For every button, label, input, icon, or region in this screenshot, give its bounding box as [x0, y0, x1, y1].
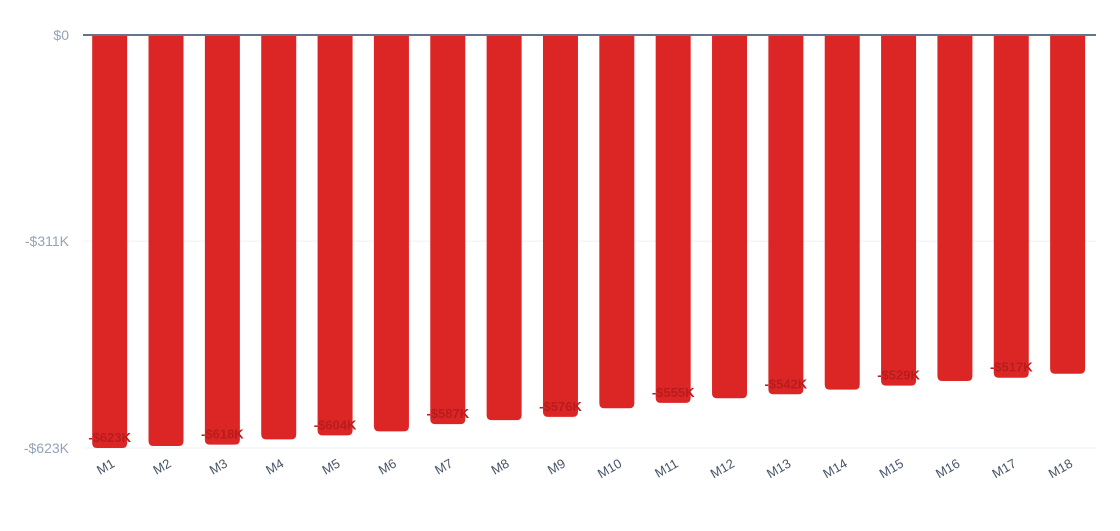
grid-lines — [83, 240, 1096, 449]
x-tick-label: M7 — [432, 456, 455, 478]
bar-m16 — [937, 35, 973, 382]
x-tick-label: M9 — [545, 456, 568, 478]
x-tick-label: M6 — [376, 456, 399, 478]
x-tick-label: M16 — [933, 456, 962, 482]
bar-m7 — [430, 35, 466, 425]
data-label: -$576K — [539, 399, 582, 414]
x-tick-label: M4 — [263, 456, 286, 478]
bar-m11 — [655, 35, 691, 403]
x-tick-label: M2 — [150, 456, 173, 478]
bar-m3 — [204, 35, 240, 445]
bar-m6 — [373, 35, 409, 432]
x-axis-tick-labels: M1 M2 M3 M4 M5 M6 M7 M8 M9 M10 M11 M12 M13 M14 M15 M16 M… — [94, 456, 1075, 482]
bar-m15 — [881, 35, 917, 386]
data-label: -$555K — [652, 385, 695, 400]
y-axis-tick-labels: $0 -$311K -$623K — [24, 27, 70, 456]
x-tick-label: M1 — [94, 456, 117, 478]
bar-m18 — [1050, 35, 1086, 374]
x-tick-label: M12 — [708, 456, 737, 482]
data-label: -$618K — [201, 427, 244, 442]
bar-m13 — [768, 35, 804, 395]
x-tick-label: M5 — [319, 456, 342, 478]
data-label: -$542K — [765, 376, 808, 391]
bar-m12 — [712, 35, 748, 399]
bar-m5 — [317, 35, 353, 436]
data-label: -$529K — [877, 368, 920, 383]
y-tick-label: $0 — [53, 27, 69, 43]
x-tick-label: M3 — [207, 456, 230, 478]
x-tick-label: M11 — [652, 456, 681, 481]
data-label: -$587K — [426, 406, 469, 421]
x-tick-label: M17 — [989, 456, 1018, 482]
data-label: -$623K — [88, 430, 131, 445]
bar-m17 — [993, 35, 1029, 378]
bar-m14 — [824, 35, 860, 390]
x-tick-label: M10 — [595, 456, 624, 482]
x-tick-label: M14 — [820, 456, 849, 482]
bar-m1 — [92, 35, 128, 448]
y-tick-label: -$311K — [25, 233, 70, 249]
bars — [92, 35, 1086, 448]
bar-m2 — [148, 35, 184, 447]
x-tick-label: M13 — [764, 456, 793, 482]
data-labels: -$623K -$618K -$604K -$587K -$576K -$555K -$54… — [88, 360, 1033, 445]
bar-m10 — [599, 35, 635, 409]
data-label: -$517K — [990, 360, 1033, 375]
y-tick-label: -$623K — [24, 440, 70, 456]
x-tick-label: M15 — [877, 456, 906, 482]
data-label: -$604K — [314, 417, 357, 432]
x-tick-label: M8 — [488, 456, 511, 478]
x-tick-label: M18 — [1046, 456, 1075, 482]
bar-m8 — [486, 35, 522, 421]
bar-m9 — [542, 35, 578, 417]
bar-m4 — [261, 35, 297, 440]
